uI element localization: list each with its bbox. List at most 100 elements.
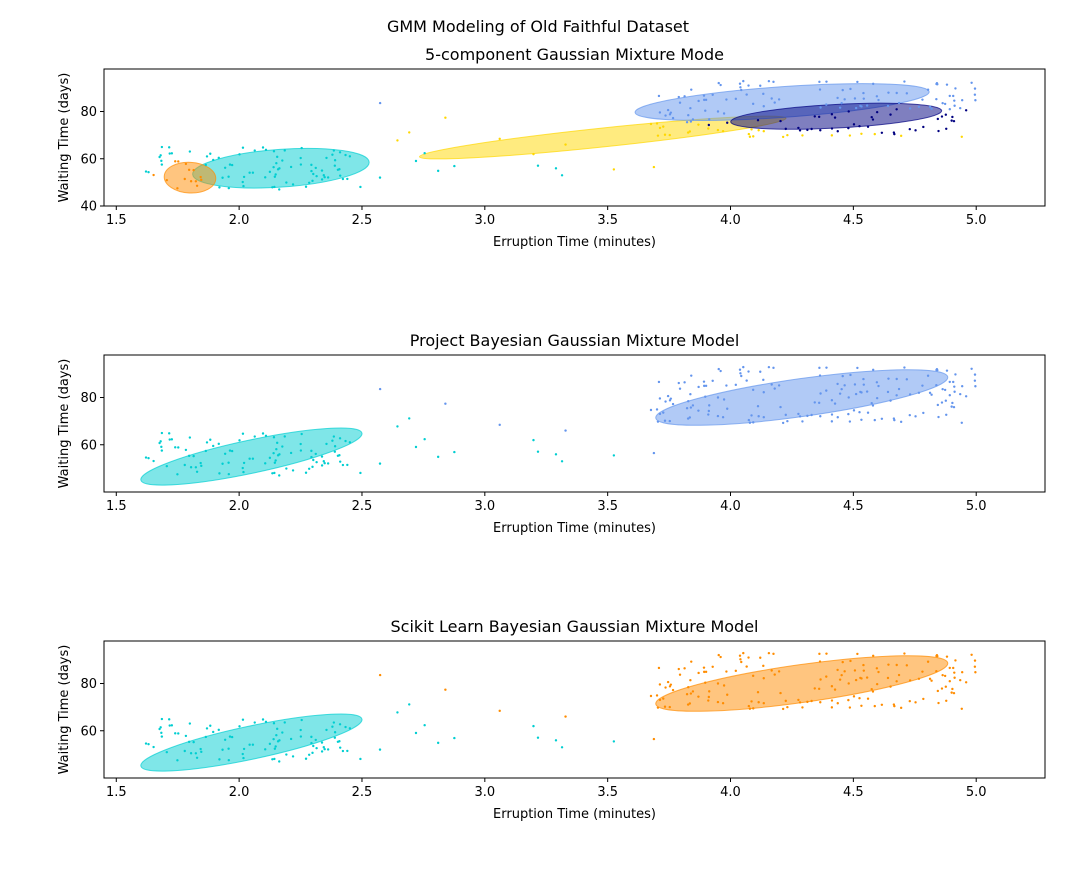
x-tick-label: 4.0 — [720, 499, 741, 514]
data-point — [847, 396, 850, 399]
data-point — [264, 720, 268, 724]
data-point — [275, 162, 278, 165]
data-point — [862, 97, 865, 100]
data-point — [230, 735, 234, 739]
data-point — [862, 663, 865, 667]
data-point — [408, 417, 411, 420]
data-point — [242, 184, 245, 188]
data-point — [688, 130, 692, 133]
data-point — [348, 727, 352, 730]
data-point — [192, 740, 195, 744]
data-point — [836, 702, 839, 705]
data-point — [188, 150, 192, 153]
data-point — [711, 93, 714, 96]
data-point — [165, 750, 169, 754]
data-point — [747, 370, 750, 373]
ellipse-layer — [140, 655, 949, 772]
data-point — [745, 93, 748, 96]
data-point — [719, 83, 722, 87]
data-point — [248, 171, 251, 174]
data-point — [798, 701, 802, 704]
data-point — [866, 411, 870, 414]
data-point — [339, 746, 342, 749]
data-point — [227, 186, 231, 190]
component-ellipse-1 — [140, 713, 363, 772]
data-point — [734, 97, 738, 101]
data-point — [195, 470, 199, 473]
data-point — [945, 655, 949, 658]
data-point — [889, 399, 892, 402]
data-point — [905, 378, 909, 381]
data-point — [671, 402, 675, 406]
data-point — [739, 658, 742, 661]
data-point — [649, 408, 653, 412]
data-point — [871, 690, 875, 693]
data-point — [702, 380, 706, 383]
data-point — [747, 656, 750, 659]
data-point — [683, 95, 686, 98]
data-point — [312, 744, 315, 748]
data-point — [716, 396, 720, 399]
data-point — [770, 383, 773, 386]
data-point — [223, 166, 227, 170]
data-point — [310, 163, 313, 167]
data-point — [917, 677, 921, 680]
data-point — [177, 732, 180, 735]
data-point — [657, 666, 661, 670]
data-point — [697, 671, 700, 675]
data-point — [950, 405, 953, 408]
data-point — [666, 680, 670, 684]
data-point — [304, 185, 308, 188]
data-point — [716, 700, 720, 704]
data-point — [320, 169, 324, 172]
y-tick-label: 80 — [80, 105, 97, 120]
data-point — [952, 119, 956, 123]
data-point — [174, 732, 177, 735]
data-point — [683, 381, 686, 384]
data-point — [825, 652, 828, 655]
data-point — [865, 104, 869, 107]
data-point — [160, 445, 163, 449]
data-point — [937, 129, 940, 133]
data-point — [917, 105, 921, 108]
data-point — [326, 748, 330, 751]
data-point — [707, 413, 710, 416]
x-tick-label: 4.0 — [720, 213, 741, 228]
data-point — [860, 418, 863, 422]
data-point — [702, 670, 706, 674]
data-point — [273, 471, 276, 475]
data-point — [702, 666, 706, 669]
data-point — [708, 690, 711, 693]
ellipse-layer — [163, 83, 943, 194]
data-point — [241, 718, 245, 721]
data-point — [745, 665, 748, 668]
data-point — [677, 667, 680, 671]
data-point — [498, 423, 501, 427]
data-point — [147, 170, 150, 174]
data-point — [866, 125, 870, 128]
data-point — [840, 101, 843, 105]
data-point — [875, 682, 879, 686]
data-point — [668, 133, 671, 137]
data-point — [325, 728, 328, 732]
data-point — [836, 130, 839, 133]
data-point — [453, 450, 456, 454]
data-point — [199, 461, 202, 465]
data-point — [275, 448, 278, 451]
data-point — [678, 673, 682, 676]
data-point — [174, 446, 177, 449]
data-point — [716, 128, 720, 132]
data-point — [806, 700, 809, 704]
data-point — [662, 125, 665, 128]
data-point — [159, 440, 162, 443]
data-point — [333, 164, 337, 167]
data-point — [716, 110, 720, 113]
data-point — [738, 654, 742, 657]
data-point — [944, 399, 948, 402]
data-point — [897, 101, 901, 105]
data-point — [945, 413, 948, 417]
data-point — [935, 368, 938, 372]
data-point — [871, 82, 875, 86]
data-point — [852, 123, 856, 126]
